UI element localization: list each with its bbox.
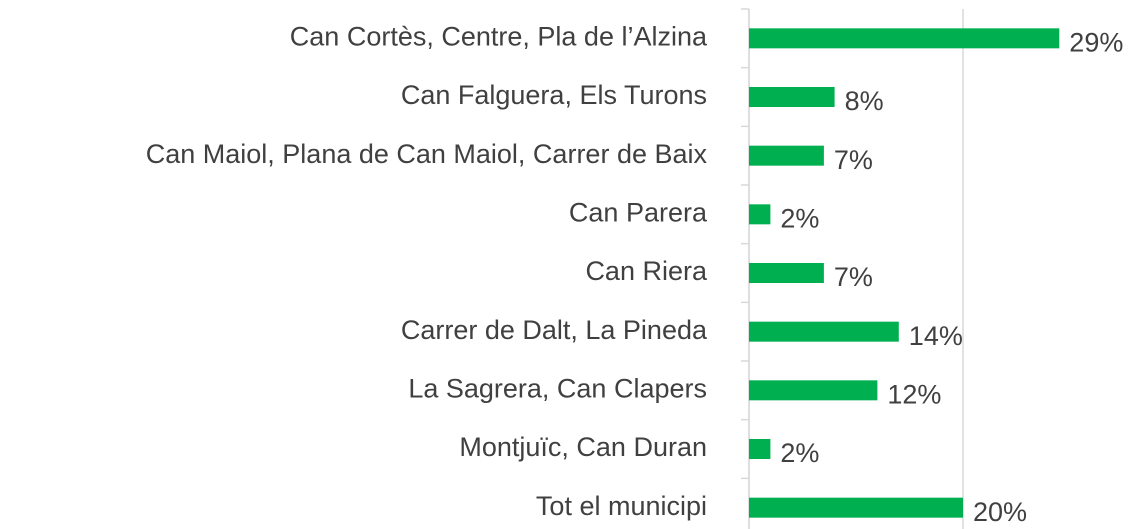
bar xyxy=(749,380,878,401)
category-label: Montjuïc, Can Duran xyxy=(459,432,707,462)
category-label: Can Parera xyxy=(569,197,708,227)
bar xyxy=(749,28,1060,49)
data-label: 20% xyxy=(973,497,1027,527)
category-label: Tot el municipi xyxy=(536,491,707,521)
data-label: 29% xyxy=(1069,27,1123,57)
bar xyxy=(749,321,899,342)
bar xyxy=(749,204,771,225)
category-label: Carrer de Dalt, La Pineda xyxy=(401,315,708,345)
data-label: 2% xyxy=(780,203,819,233)
category-label: Can Maiol, Plana de Can Maiol, Carrer de… xyxy=(146,139,708,169)
category-label: Can Falguera, Els Turons xyxy=(401,80,707,110)
bar xyxy=(749,497,963,518)
data-label: 7% xyxy=(834,262,873,292)
bar xyxy=(749,439,771,459)
data-label: 7% xyxy=(834,145,873,175)
data-label: 14% xyxy=(909,321,963,351)
bar xyxy=(749,87,835,107)
data-label: 8% xyxy=(845,86,884,116)
bar xyxy=(749,145,824,166)
category-label: Can Cortès, Centre, Pla de l’Alzina xyxy=(290,21,708,51)
bar xyxy=(749,263,824,283)
data-label: 2% xyxy=(780,438,819,468)
category-label: La Sagrera, Can Clapers xyxy=(408,373,707,403)
data-label: 12% xyxy=(887,379,941,409)
category-label: Can Riera xyxy=(585,256,708,286)
